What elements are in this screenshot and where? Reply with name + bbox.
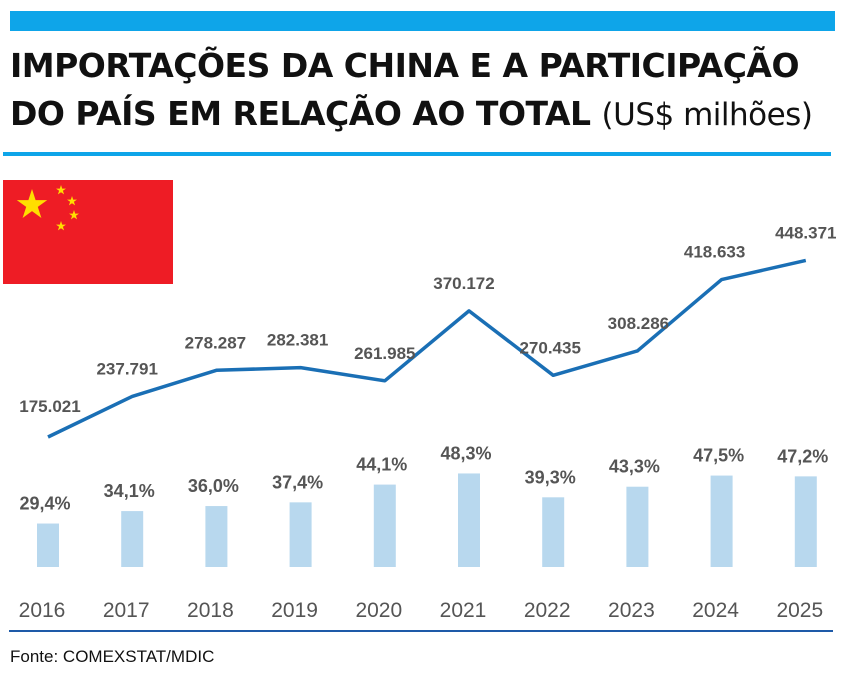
bar-2022 xyxy=(542,497,565,567)
x-tick-2021: 2021 xyxy=(440,599,487,622)
chart-title: IMPORTAÇÕES DA CHINA E A PARTICIPAÇÃO DO… xyxy=(10,42,835,139)
line-series xyxy=(47,258,807,439)
top-accent-bar xyxy=(10,11,835,31)
bar-2024 xyxy=(710,475,733,567)
x-axis-ticks: 2016 2017 2018 2019 2020 2021 2022 2023 2024 2025 xyxy=(19,599,824,622)
bar-2019 xyxy=(289,502,312,567)
x-tick-2025: 2025 xyxy=(776,599,823,622)
line-label-2022: 270.435 xyxy=(519,338,580,357)
x-tick-2020: 2020 xyxy=(355,599,402,622)
line-label-2017: 237.791 xyxy=(96,359,157,378)
line-label-2023: 308.286 xyxy=(608,314,669,333)
x-tick-2023: 2023 xyxy=(608,599,655,622)
x-tick-2018: 2018 xyxy=(187,599,234,622)
x-tick-2017: 2017 xyxy=(103,599,150,622)
bar-label-2022: 39,3% xyxy=(525,467,576,487)
flag-big-star xyxy=(16,189,48,218)
flag-small-star-4 xyxy=(56,221,66,231)
x-tick-2024: 2024 xyxy=(692,599,739,622)
source-note: Fonte: COMEXSTAT/MDIC xyxy=(10,647,215,666)
bar-labels: 29,4% 34,1% 36,0% 37,4% 44,1% 48,3% 39,3% 43,3%… xyxy=(19,443,828,513)
bar-label-2024: 47,5% xyxy=(693,446,744,466)
line-label-2019: 282.381 xyxy=(267,331,328,350)
line-labels: 175.021 237.791 278.287 282.381 261.985 370.1… xyxy=(19,223,836,416)
china-flag-svg xyxy=(3,180,173,284)
bar-2021 xyxy=(458,473,480,567)
bar-2020 xyxy=(373,484,396,567)
line-label-2018: 278.287 xyxy=(185,333,246,352)
bar-2016 xyxy=(37,523,59,567)
title-rule xyxy=(3,152,831,156)
bar-label-2021: 48,3% xyxy=(440,443,491,463)
bar-label-2025: 47,2% xyxy=(777,446,828,466)
x-tick-2016: 2016 xyxy=(19,599,66,622)
line-label-2025: 448.371 xyxy=(775,223,836,242)
bar-series xyxy=(37,473,817,567)
flag-small-star-2 xyxy=(67,196,77,206)
line-label-2021: 370.172 xyxy=(433,274,494,293)
bar-2017 xyxy=(121,511,144,567)
bar-label-2017: 34,1% xyxy=(104,481,155,501)
bar-label-2016: 29,4% xyxy=(19,494,70,514)
bar-2018 xyxy=(205,506,228,567)
flag-small-star-3 xyxy=(69,210,79,220)
bar-2025 xyxy=(794,476,817,567)
flag-small-star-1 xyxy=(56,185,66,195)
title-line-2-text: DO PAÍS EM RELAÇÃO AO TOTAL xyxy=(10,94,591,133)
line-label-2024: 418.633 xyxy=(684,243,745,262)
x-tick-2019: 2019 xyxy=(271,599,318,622)
x-tick-2022: 2022 xyxy=(524,599,571,622)
line-label-2016: 175.021 xyxy=(19,397,80,416)
bar-label-2018: 36,0% xyxy=(188,476,239,496)
bar-label-2020: 44,1% xyxy=(356,455,407,475)
bar-2023 xyxy=(626,486,649,567)
china-flag-icon xyxy=(3,180,173,284)
line-label-2020: 261.985 xyxy=(354,344,415,363)
x-axis-rule xyxy=(9,630,833,632)
title-line-2: DO PAÍS EM RELAÇÃO AO TOTAL (US$ milhões… xyxy=(10,90,835,139)
bar-label-2019: 37,4% xyxy=(272,472,323,492)
bar-label-2023: 43,3% xyxy=(609,457,660,477)
title-unit: (US$ milhões) xyxy=(601,97,813,133)
title-line-1: IMPORTAÇÕES DA CHINA E A PARTICIPAÇÃO xyxy=(10,46,800,85)
